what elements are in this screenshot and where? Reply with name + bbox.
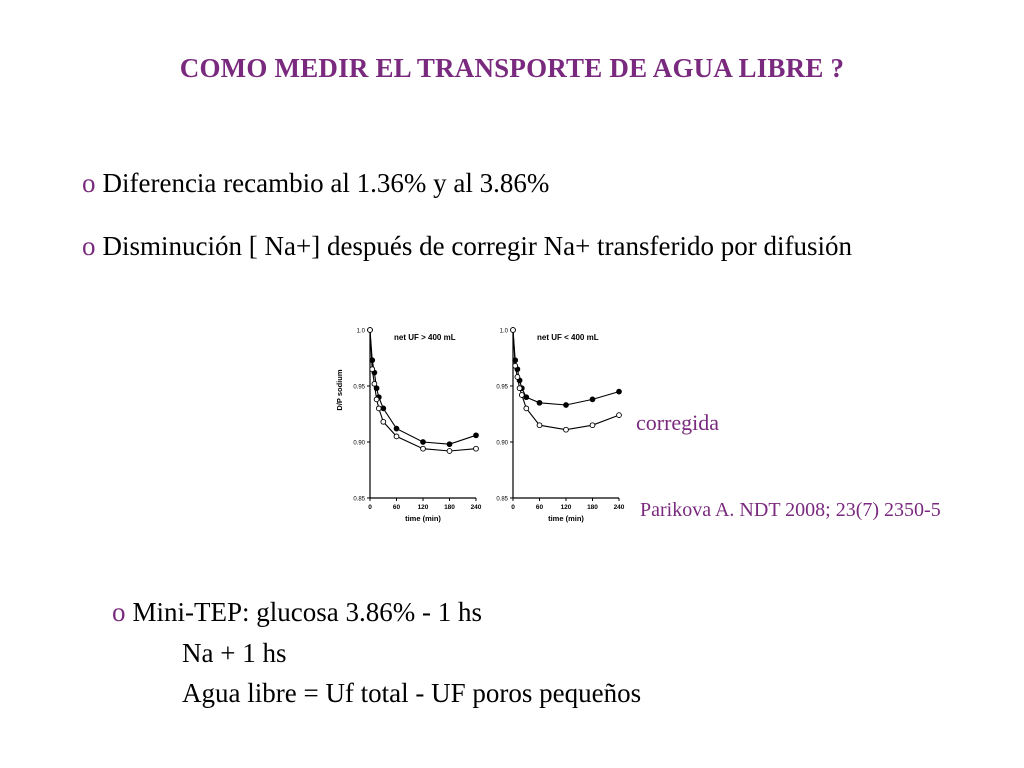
data-point bbox=[518, 392, 525, 398]
y-tick-label: 0.95 bbox=[353, 385, 365, 391]
y-tick-label: 0.85 bbox=[353, 497, 365, 503]
bullet-marker: o bbox=[82, 168, 96, 198]
x-tick-label: 120 bbox=[418, 504, 429, 511]
x-axis-label: time (min) bbox=[405, 514, 441, 523]
data-point bbox=[473, 445, 479, 452]
bullet-text: Diferencia recambio al 1.36% y al 3.86% bbox=[102, 168, 550, 198]
chart-panel-1: 0.85 0.90 0.95 1.0 0 60 120 180 240 time (min) D/P… bbox=[335, 327, 482, 523]
x-tick-label: 240 bbox=[471, 504, 482, 511]
citation: Parikova A. NDT 2008; 23(7) 2350-5 bbox=[640, 499, 941, 521]
data-point bbox=[536, 399, 543, 406]
data-point bbox=[380, 418, 387, 425]
x-tick-label: 0 bbox=[511, 504, 515, 511]
mini-tep-sodium-line: Na + 1 hs bbox=[182, 638, 287, 668]
data-point bbox=[563, 426, 569, 433]
slide-title: COMO MEDIR EL TRANSPORTE DE AGUA LIBRE ? bbox=[179, 53, 845, 83]
data-point bbox=[375, 405, 382, 412]
data-point bbox=[512, 362, 519, 369]
data-point bbox=[589, 422, 596, 429]
y-tick-label: 0.90 bbox=[496, 441, 508, 447]
data-point bbox=[589, 396, 596, 403]
bullet-text: Mini-TEP: glucosa 3.86% - 1 hs bbox=[132, 597, 482, 627]
x-tick-label: 120 bbox=[561, 504, 572, 511]
x-tick-label: 60 bbox=[393, 504, 401, 511]
data-point bbox=[536, 422, 543, 429]
data-point bbox=[510, 327, 516, 333]
y-tick-label: 0.90 bbox=[353, 441, 365, 447]
y-tick-label: 0.85 bbox=[496, 497, 508, 503]
data-point bbox=[420, 445, 426, 452]
data-point bbox=[516, 385, 523, 392]
y-tick-label: 1.0 bbox=[500, 329, 509, 335]
x-tick-label: 180 bbox=[587, 504, 598, 511]
data-point bbox=[616, 412, 622, 418]
dp-sodium-charts: 0.85 0.90 0.95 1.0 0 60 120 180 240 time (min) D/P… bbox=[335, 327, 625, 523]
data-point bbox=[514, 374, 521, 380]
x-tick-label: 240 bbox=[614, 504, 625, 511]
bullet-marker: o bbox=[82, 231, 96, 261]
data-point bbox=[523, 394, 530, 401]
bullet-sodium-decrease: o Disminución [ Na+] después de corregir … bbox=[82, 226, 942, 266]
x-tick-label: 60 bbox=[536, 504, 544, 511]
data-point bbox=[616, 388, 622, 395]
data-point bbox=[446, 441, 453, 448]
annotation-corregida: corregida bbox=[636, 410, 720, 435]
bullet-water-exchange-difference: o Diferencia recambio al 1.36% y al 3.86% bbox=[82, 163, 549, 203]
data-point bbox=[369, 366, 376, 373]
bullet-marker: o bbox=[112, 597, 126, 627]
data-point bbox=[523, 405, 530, 412]
bullet-mini-tep: o Mini-TEP: glucosa 3.86% - 1 hs bbox=[112, 592, 482, 632]
data-point bbox=[563, 402, 569, 408]
data-point bbox=[420, 439, 426, 445]
data-point bbox=[473, 432, 479, 439]
y-axis-label: D/P sodium bbox=[335, 369, 344, 410]
data-point bbox=[446, 448, 453, 454]
data-point bbox=[393, 433, 400, 440]
series-line-2 bbox=[369, 329, 477, 452]
x-axis-label: time (min) bbox=[548, 514, 584, 523]
series-line-2 bbox=[512, 329, 620, 431]
y-tick-label: 1.0 bbox=[357, 329, 366, 335]
chart-title: net UF < 400 mL bbox=[537, 333, 599, 342]
chart-panel-2: 0.85 0.90 0.95 1.0 0 60 120 180 240 time (min) net… bbox=[496, 327, 625, 523]
series-line-1 bbox=[369, 329, 477, 445]
free-water-formula: Agua libre = Uf total - UF poros pequeño… bbox=[182, 678, 642, 708]
data-point bbox=[367, 327, 373, 333]
data-point bbox=[371, 380, 378, 387]
data-point bbox=[373, 396, 380, 403]
x-tick-label: 0 bbox=[368, 504, 372, 511]
chart-title: net UF > 400 mL bbox=[394, 333, 456, 342]
data-point bbox=[393, 425, 400, 432]
y-tick-label: 0.95 bbox=[496, 385, 508, 391]
bullet-text: Disminución [ Na+] después de corregir N… bbox=[102, 231, 853, 261]
x-tick-label: 180 bbox=[444, 504, 455, 511]
